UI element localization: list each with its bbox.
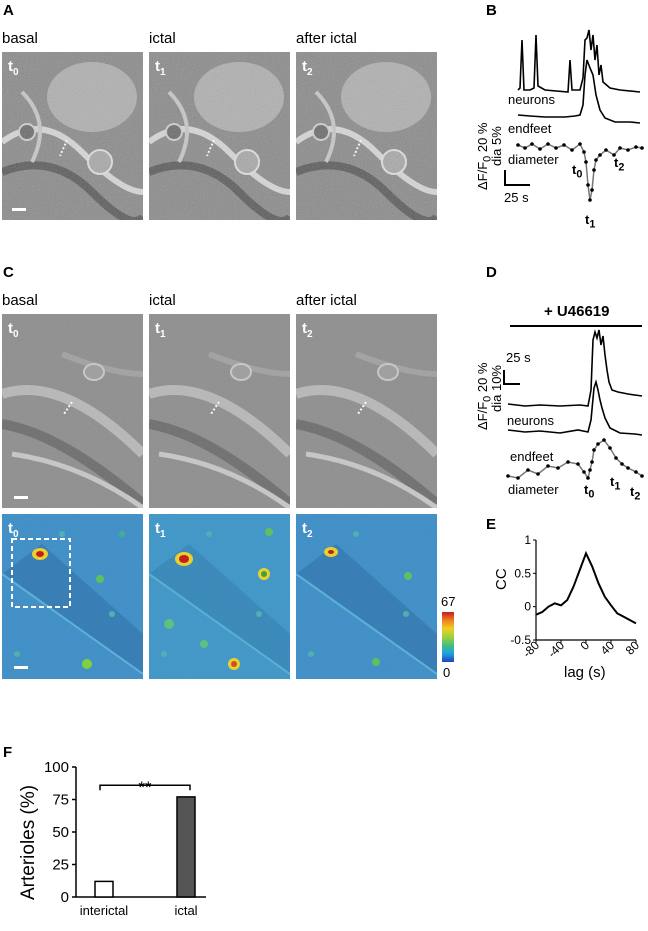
panel-b-label-diameter: diameter: [508, 152, 559, 167]
scale-bar: [14, 666, 28, 669]
panel-b-yscale-2: dia 5%: [489, 126, 504, 166]
panel-c-col-after: after ictal: [296, 292, 357, 309]
panel-a-letter: A: [3, 2, 14, 19]
panel-c-fluor-time-2: t2: [302, 520, 313, 540]
panel-c-dic-time-2: t2: [302, 320, 313, 340]
panel-a-col-ictal: ictal: [149, 30, 176, 47]
panel-d-scale-bar: [503, 370, 520, 385]
panel-a-col-after: after ictal: [296, 30, 357, 47]
panel-a-time-label-0: t0: [8, 58, 19, 78]
panel-c-col-basal: basal: [2, 292, 38, 309]
scale-bar: [14, 496, 28, 499]
y-tick-label: 0.5: [514, 566, 531, 580]
panel-b-traces: [504, 29, 644, 202]
endfeet-trace: [517, 59, 641, 124]
panel-b-xscale: 25 s: [504, 190, 529, 205]
significance-label: **: [138, 778, 152, 797]
panel-a-col-basal: basal: [2, 30, 38, 47]
panel-c-dic-time-1: t1: [155, 320, 166, 340]
colorbar-max-label: 67: [441, 594, 456, 609]
panel-c-letter: C: [3, 264, 14, 281]
colorbar-min-label: 0: [443, 665, 451, 680]
bar-ictal: [176, 796, 196, 898]
panel-c-fluor-basal: t0: [2, 514, 143, 679]
scale-bar: [12, 208, 26, 211]
y-tick-label: 1: [524, 533, 531, 547]
panel-c-dic-time-0: t0: [8, 320, 19, 340]
panel-b-scale-bar: [504, 170, 530, 186]
panel-f-chart: 100 75 50 25 0 interictal ictal **: [44, 759, 206, 918]
y-tick-label: 100: [44, 759, 69, 776]
panel-d-drug-label: + U46619: [544, 303, 610, 320]
y-tick-label: 0: [524, 600, 531, 614]
x-tick-label: 40: [598, 638, 618, 658]
roi-box: [11, 538, 71, 608]
panel-b-t0: t0: [572, 162, 583, 181]
panel-d-xscale: 25 s: [506, 350, 531, 365]
panel-a-image-after: t2: [296, 52, 437, 220]
panel-c-col-ictal: ictal: [149, 292, 176, 309]
panel-d-label-endfeet: endfeet: [510, 449, 554, 464]
panel-c-fluor-time-1: t1: [155, 520, 166, 540]
x-category-label: ictal: [174, 903, 197, 918]
panel-c-dic-basal: t0: [2, 314, 143, 508]
x-category-label: interictal: [80, 903, 129, 918]
panel-b-label-neurons: neurons: [508, 92, 555, 107]
panel-a-time-label-2: t2: [302, 58, 313, 78]
panel-d-yscale-2: dia 10%: [489, 365, 504, 412]
panel-a-image-ictal: t1: [149, 52, 290, 220]
panel-d-letter: D: [486, 264, 497, 281]
panel-f-letter: F: [3, 744, 13, 761]
x-tick-label: -40: [545, 638, 567, 660]
panel-d-label-neurons: neurons: [507, 413, 554, 428]
bar-interictal: [94, 880, 114, 898]
panel-d-t0: t0: [584, 482, 595, 501]
panel-c-fluor-after: t2: [296, 514, 437, 679]
panel-e-xlabel: lag (s): [564, 664, 606, 681]
panel-b-label-endfeet: endfeet: [508, 121, 552, 136]
panel-b-t2: t2: [614, 155, 625, 174]
y-tick-label: 25: [52, 857, 69, 874]
significance-bracket: [99, 784, 191, 791]
panel-d-t1: t1: [610, 474, 621, 493]
y-tick-label: 75: [52, 792, 69, 809]
y-tick-label: -0.5: [510, 633, 531, 647]
cc-line: [535, 550, 637, 625]
panel-c-dic-after: t2: [296, 314, 437, 508]
neurons-trace: [507, 329, 643, 407]
panel-b-letter: B: [486, 2, 497, 19]
panel-d-traces: [503, 325, 644, 480]
colorbar: [442, 612, 454, 662]
panel-a-time-label-1: t1: [155, 58, 166, 78]
panel-d-t2: t2: [630, 484, 641, 503]
y-tick-label: 50: [52, 824, 69, 841]
panel-e-letter: E: [486, 516, 497, 533]
panel-e-chart: 10.50-0.5-80 -40 0 40 80: [510, 533, 643, 660]
x-tick-label: 80: [623, 638, 643, 658]
panel-b-t1: t1: [585, 212, 596, 231]
y-tick-label: 0: [61, 889, 69, 906]
panel-c-fluor-time-0: t0: [8, 520, 19, 540]
panel-f-ylabel: Arterioles (%): [18, 784, 39, 900]
endfeet-trace: [507, 379, 643, 436]
neurons-trace: [517, 29, 641, 93]
panel-a-image-basal: t0: [2, 52, 143, 220]
panel-d-label-diameter: diameter: [508, 482, 559, 497]
panel-c-fluor-ictal: t1: [149, 514, 290, 679]
panel-c-dic-ictal: t1: [149, 314, 290, 508]
